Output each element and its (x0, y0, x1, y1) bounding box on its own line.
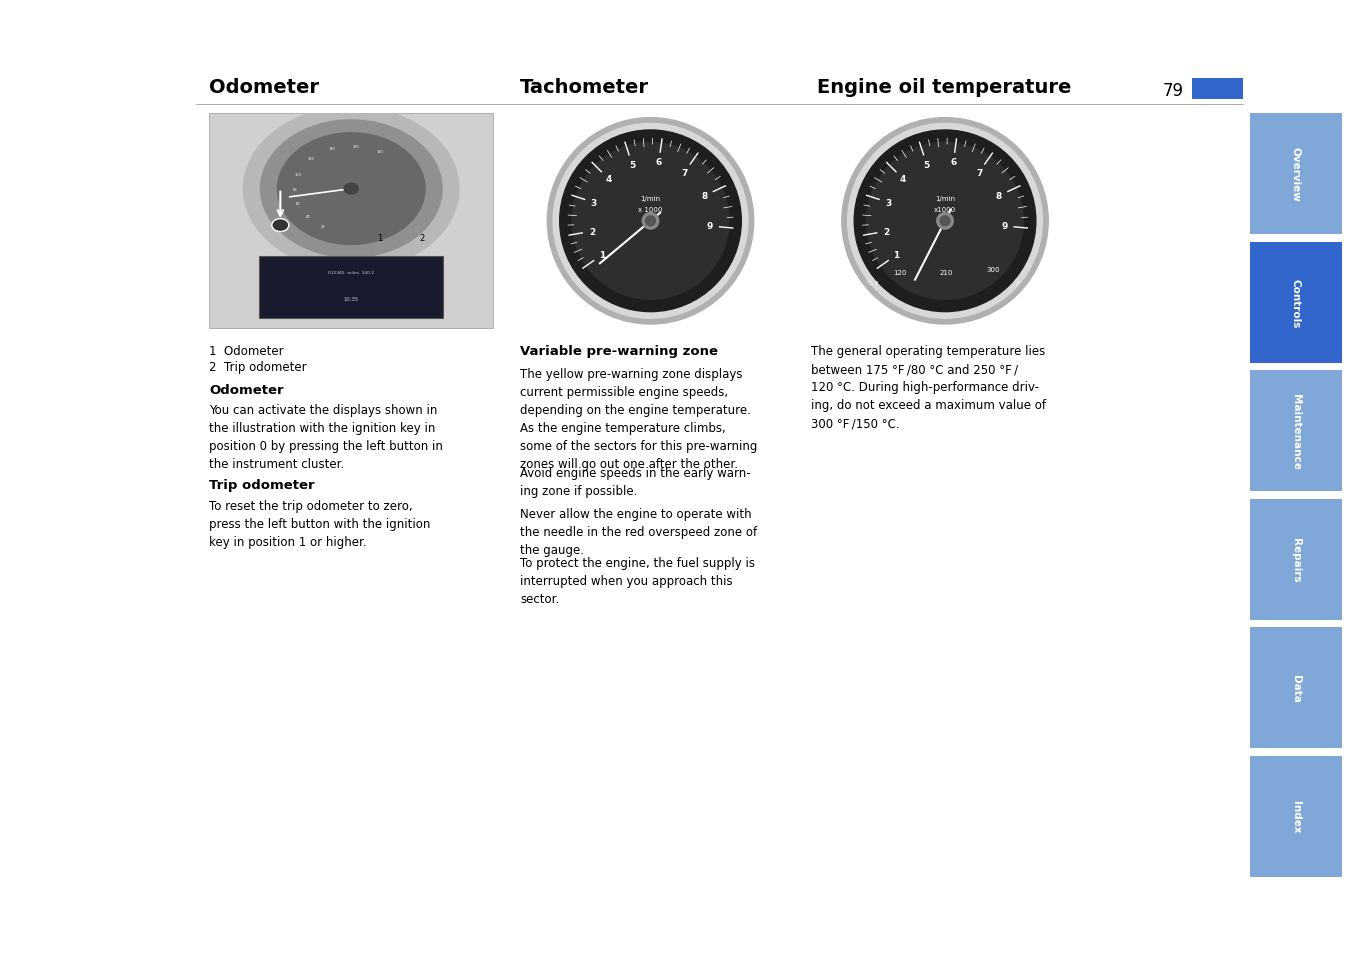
Text: You can activate the displays shown in
the illustration with the ignition key in: You can activate the displays shown in t… (209, 404, 443, 471)
Text: The general operating temperature lies
between 175 °F /80 °C and 250 °F /
120 °C: The general operating temperature lies b… (811, 345, 1046, 430)
Text: Odometer: Odometer (209, 78, 319, 97)
FancyBboxPatch shape (1250, 114, 1342, 235)
Text: Trip odometer: Trip odometer (209, 478, 315, 492)
FancyBboxPatch shape (1250, 756, 1342, 877)
Text: 1  Odometer: 1 Odometer (209, 345, 284, 358)
FancyBboxPatch shape (1192, 79, 1243, 100)
Text: Tachometer: Tachometer (520, 78, 648, 97)
Text: 79: 79 (1162, 82, 1183, 99)
Text: To protect the engine, the fuel supply is
interrupted when you approach this
sec: To protect the engine, the fuel supply i… (520, 557, 755, 605)
FancyBboxPatch shape (1250, 499, 1342, 620)
Text: Overview: Overview (1290, 148, 1301, 202)
FancyBboxPatch shape (1250, 628, 1342, 748)
Text: To reset the trip odometer to zero,
press the left button with the ignition
key : To reset the trip odometer to zero, pres… (209, 499, 431, 548)
Text: Avoid engine speeds in the early warn-
ing zone if possible.: Avoid engine speeds in the early warn- i… (520, 467, 751, 497)
Text: Index: Index (1290, 801, 1301, 833)
Text: The yellow pre-warning zone displays
current permissible engine speeds,
dependin: The yellow pre-warning zone displays cur… (520, 368, 758, 471)
Text: Repairs: Repairs (1290, 537, 1301, 582)
Text: Variable pre-warning zone: Variable pre-warning zone (520, 345, 719, 358)
Text: Engine oil temperature: Engine oil temperature (817, 78, 1071, 97)
Text: Odometer: Odometer (209, 383, 284, 396)
Text: Data: Data (1290, 674, 1301, 702)
FancyBboxPatch shape (1250, 371, 1342, 492)
FancyBboxPatch shape (1250, 243, 1342, 363)
Text: Controls: Controls (1290, 278, 1301, 328)
Text: 2  Trip odometer: 2 Trip odometer (209, 360, 307, 374)
Text: Maintenance: Maintenance (1290, 394, 1301, 469)
FancyBboxPatch shape (209, 114, 493, 329)
Text: Never allow the engine to operate with
the needle in the red overspeed zone of
t: Never allow the engine to operate with t… (520, 507, 758, 556)
